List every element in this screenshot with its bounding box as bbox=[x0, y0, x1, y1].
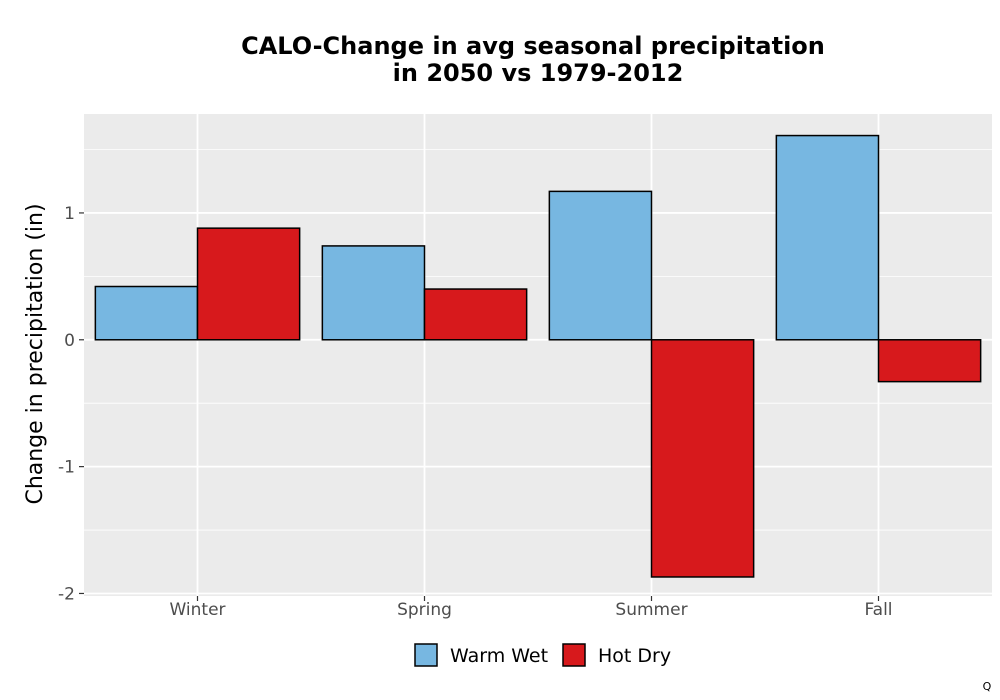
chart-title-line-2: in 2050 vs 1979-2012 bbox=[393, 59, 684, 87]
y-axis-title: Change in precipitation (in) bbox=[23, 203, 48, 504]
x-tick-label: Fall bbox=[864, 600, 892, 620]
x-tick-label: Spring bbox=[397, 600, 452, 620]
bars bbox=[94, 134, 982, 578]
bar-hot-dry-fall bbox=[877, 339, 982, 383]
legend-label-warm-wet: Warm Wet bbox=[450, 645, 548, 667]
legend: Warm Wet Hot Dry bbox=[414, 643, 671, 667]
bar-warm-wet-summer bbox=[548, 190, 653, 341]
bar-warm-wet-spring bbox=[321, 245, 426, 341]
bar-hot-dry-winter bbox=[196, 227, 301, 341]
legend-label-hot-dry: Hot Dry bbox=[598, 645, 671, 667]
bar-warm-wet-fall bbox=[775, 134, 880, 341]
bar-warm-wet-winter bbox=[94, 285, 199, 341]
chart-title-line-1: CALO-Change in avg seasonal precipitatio… bbox=[241, 32, 825, 60]
legend-key-hot-dry bbox=[562, 643, 586, 667]
x-tick-label: Winter bbox=[169, 600, 225, 620]
y-tick-label: 0 bbox=[64, 331, 75, 351]
y-tick-label: 1 bbox=[64, 204, 75, 224]
x-tick-label: Summer bbox=[615, 600, 687, 620]
y-tick-label: -2 bbox=[58, 584, 75, 604]
watermark-text: Q bbox=[983, 680, 992, 693]
y-tick-label: -1 bbox=[58, 458, 75, 478]
bar-hot-dry-spring bbox=[423, 288, 528, 341]
axes: -2 -1 0 1 Winter Spring Summer Fall bbox=[58, 204, 893, 620]
legend-key-warm-wet bbox=[414, 643, 438, 667]
bar-hot-dry-summer bbox=[650, 339, 755, 578]
